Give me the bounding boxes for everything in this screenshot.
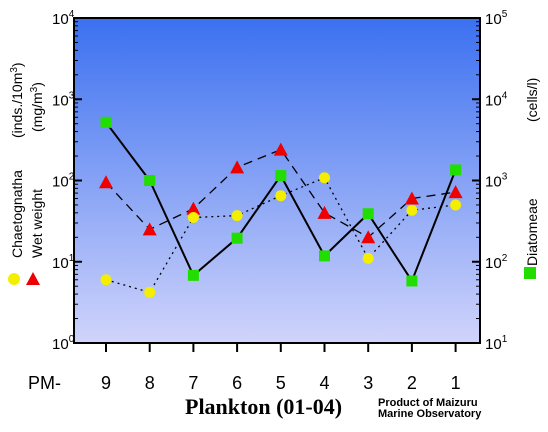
point-chaetognatha	[144, 286, 156, 298]
chart-title: Plankton (01-04)	[185, 394, 342, 419]
legend-wet-weight-marker	[26, 272, 40, 285]
point-chaetognatha	[362, 252, 374, 264]
left-unit-label-mg: (mg/m3)	[29, 82, 45, 132]
x-tick-label: 5	[276, 373, 286, 393]
x-tick-label: 4	[320, 373, 330, 393]
x-tick-label: 7	[188, 373, 198, 393]
point-chaetognatha	[100, 274, 112, 286]
point-chaetognatha	[319, 172, 330, 184]
point-chaetognatha	[275, 190, 287, 202]
credit-line-1: Product of Maizuru	[378, 397, 478, 409]
right-tick-label: 101	[485, 334, 508, 353]
legend-diatomeae-label: Diatomeae	[524, 198, 540, 266]
legend-wet-weight-label: Wet weight	[29, 189, 45, 258]
point-diatomeae	[450, 164, 462, 176]
right-tick-label: 103	[485, 172, 508, 191]
x-tick-label: 3	[363, 373, 373, 393]
point-chaetognatha	[231, 210, 243, 222]
left-tick-label: 104	[52, 9, 75, 28]
left-tick-label: 100	[52, 334, 75, 353]
x-tick-label: 2	[407, 373, 417, 393]
point-wet-weight	[230, 160, 245, 174]
series-line-wet-weight	[105, 148, 456, 239]
point-diatomeae	[100, 116, 112, 128]
left-unit-label-inds: (inds./10m3)	[9, 62, 25, 138]
point-chaetognatha	[450, 199, 462, 211]
point-chaetognatha	[187, 212, 199, 224]
legend-chaetognatha-marker	[8, 273, 20, 285]
right-tick-label: 102	[485, 253, 508, 272]
series-markers	[99, 116, 463, 298]
point-diatomeae	[231, 232, 243, 244]
point-wet-weight	[273, 142, 288, 156]
point-diatomeae	[275, 170, 287, 182]
point-diatomeae	[362, 208, 374, 220]
point-wet-weight	[99, 175, 113, 189]
right-tick-label: 105	[485, 9, 508, 28]
point-wet-weight	[404, 191, 419, 205]
point-wet-weight	[448, 185, 463, 199]
x-tick-label: 8	[145, 373, 155, 393]
point-wet-weight	[317, 205, 332, 219]
left-tick-label: 102	[52, 172, 75, 191]
x-tick-label: 1	[451, 373, 461, 393]
left-tick-label: 103	[52, 90, 75, 109]
point-wet-weight	[186, 201, 201, 215]
x-tick-label: 6	[232, 373, 242, 393]
axes: 100 101 102 103 104 101 102 103 104 105 9 8 7 6 5 4 3 2 1	[52, 9, 508, 393]
right-tick-label: 104	[485, 90, 508, 109]
x-tick-label: 9	[101, 373, 111, 393]
point-diatomeae	[144, 175, 156, 186]
point-wet-weight	[361, 230, 376, 244]
left-tick-label: 101	[52, 253, 75, 272]
credit-line-2: Marine Observatory	[378, 408, 482, 420]
right-unit-label: (cells/l)	[524, 78, 540, 122]
point-diatomeae	[187, 269, 199, 281]
point-diatomeae	[406, 275, 418, 287]
x-axis-prefix: PM-	[28, 373, 61, 393]
point-chaetognatha	[406, 204, 418, 216]
point-wet-weight	[142, 222, 157, 236]
legend-diatomeae-marker	[524, 267, 536, 279]
legend-chaetognatha-label: Chaetognatha	[9, 170, 25, 258]
point-diatomeae	[319, 250, 330, 262]
